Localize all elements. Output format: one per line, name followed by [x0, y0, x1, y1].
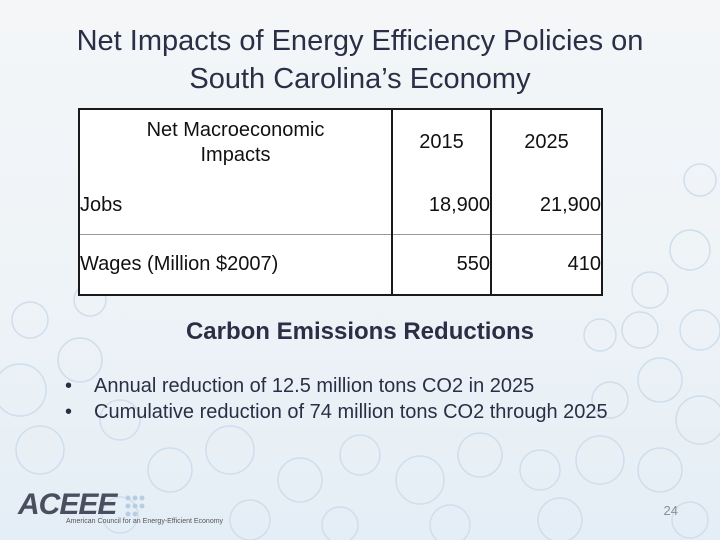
- header-impacts-label: Net Macroeconomic Impacts: [79, 109, 392, 175]
- table-header-row: Net Macroeconomic Impacts 2015 2025: [79, 109, 602, 175]
- logo-dots-icon: [125, 495, 145, 517]
- header-label-line-1: Net Macroeconomic: [146, 119, 325, 141]
- list-item: • Annual reduction of 12.5 million tons …: [62, 374, 662, 398]
- cell-jobs-2025: 21,900: [490, 175, 602, 234]
- cell-wages-2025: 410: [490, 234, 602, 295]
- bullet-text: Annual reduction of 12.5 million tons CO…: [94, 375, 535, 397]
- page-number: 24: [663, 503, 678, 518]
- header-year-2015: 2015: [391, 109, 491, 175]
- logo-tagline: American Council for an Energy-Efficient…: [66, 518, 224, 525]
- bullet-dot-icon: •: [65, 401, 73, 423]
- cell-wages-2015: 550: [391, 234, 491, 295]
- row-label-wages: Wages (Million $2007): [80, 252, 279, 275]
- table-row: Jobs 18,900 21,900: [79, 175, 602, 234]
- header-label-line-2: Impacts: [200, 144, 271, 166]
- carbon-section-heading: Carbon Emissions Reductions: [185, 318, 535, 345]
- row-label-jobs: Jobs: [80, 194, 123, 216]
- table-row: Wages (Million $2007) 550 410: [79, 234, 602, 295]
- carbon-bullet-list: • Annual reduction of 12.5 million tons …: [62, 374, 662, 426]
- aceee-logo: ACEEE American Council for an Energy-Eff…: [18, 488, 223, 532]
- slide-title: Net Impacts of Energy Efficiency Policie…: [0, 22, 720, 98]
- macroeconomic-impacts-table: Net Macroeconomic Impacts 2015 2025 Jobs…: [78, 108, 603, 296]
- header-year-2025: 2025: [490, 109, 602, 175]
- logo-wordmark: ACEEE: [18, 488, 117, 521]
- slide-title-line-1: Net Impacts of Energy Efficiency Policie…: [76, 25, 644, 57]
- slide-title-line-2: South Carolina’s Economy: [189, 63, 531, 95]
- list-item: • Cumulative reduction of 74 million ton…: [62, 400, 662, 424]
- bullet-dot-icon: •: [65, 375, 73, 397]
- cell-jobs-2015: 18,900: [391, 175, 491, 234]
- bullet-text: Cumulative reduction of 74 million tons …: [94, 401, 608, 423]
